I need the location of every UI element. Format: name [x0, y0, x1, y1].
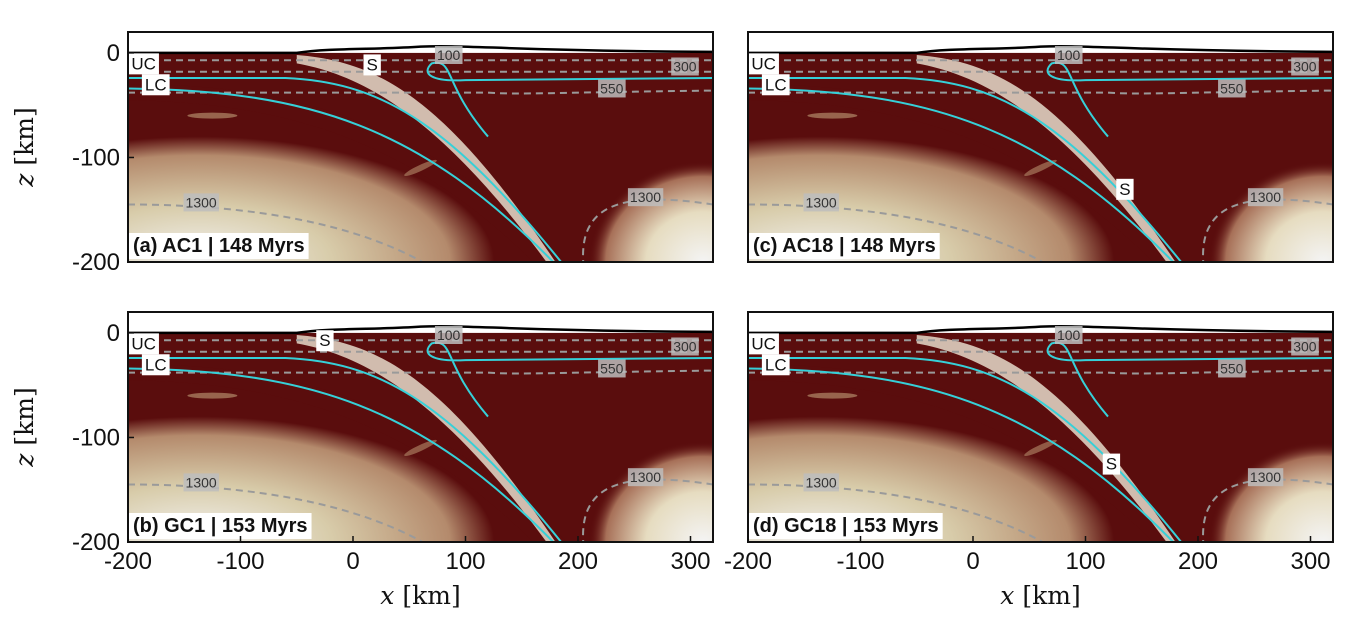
- label-lower-crust: LC: [145, 75, 167, 94]
- subducting-slab: [128, 364, 567, 542]
- x-tick-label: 0: [966, 548, 979, 575]
- label-sediment: S: [319, 331, 330, 350]
- hot-mantle-right: [1141, 374, 1333, 542]
- x-tick-label: 100: [445, 548, 485, 575]
- isotherm-label-550: 550: [600, 80, 624, 96]
- interface-lower: [748, 87, 1174, 262]
- x-tick-label: -200: [724, 548, 772, 575]
- interface-upper: [748, 77, 1182, 262]
- panel-c: 100 300 550 1300 1300 UC LC S (c) AC18 | 148 Myr…: [747, 31, 1334, 263]
- panel-title-a: (a) AC1 | 148 Myrs: [133, 235, 305, 257]
- isotherm-label-300: 300: [673, 339, 697, 355]
- y-tick-label: -100: [72, 424, 120, 451]
- interface-wedge: [1046, 61, 1333, 138]
- x-tick-label: 0: [346, 548, 359, 575]
- x-tick-label: 100: [1065, 548, 1105, 575]
- panel-frame: [747, 311, 1334, 543]
- subducting-slab: [128, 84, 567, 262]
- subducting-slab: [748, 364, 1187, 542]
- x-axis-label: x [km]: [1000, 581, 1080, 610]
- isotherm-label-300: 300: [673, 59, 697, 75]
- isotherm-label-1300-left: 1300: [806, 194, 837, 210]
- isotherm-label-1300-right: 1300: [630, 189, 661, 205]
- interface-wedge: [426, 61, 713, 138]
- x-tick-label: -200: [104, 548, 152, 575]
- x-tick-label: 200: [558, 548, 598, 575]
- hot-mantle-right: [521, 374, 713, 542]
- x-tick-label: -100: [216, 548, 264, 575]
- x-tick-label: 300: [670, 548, 710, 575]
- panel-frame: [747, 31, 1334, 263]
- label-lower-crust: LC: [765, 355, 787, 374]
- panel-b: 100 300 550 1300 1300 UC LC S (b) GC1 | 153 Myrs…: [10, 311, 714, 610]
- isotherm-label-1300-left: 1300: [186, 194, 217, 210]
- label-upper-crust: UC: [751, 334, 776, 353]
- surface-topography: [128, 324, 713, 335]
- interface-lower: [748, 367, 1174, 542]
- x-tick-label: 200: [1178, 548, 1218, 575]
- panel-title-d: (d) GC18 | 153 Myrs: [753, 515, 939, 537]
- y-tick-label: -200: [72, 529, 120, 556]
- panel-a: 100 300 550 1300 1300 UC LC S (a) AC1 | 148 Myrs…: [10, 31, 714, 276]
- isotherm-label-1300-right: 1300: [1250, 189, 1281, 205]
- y-tick-label: 0: [107, 320, 120, 347]
- interface-lower: [128, 87, 554, 262]
- label-lower-crust: LC: [765, 75, 787, 94]
- hot-mantle-left: [748, 94, 1142, 262]
- hot-mantle-left: [128, 374, 522, 542]
- y-axis-label: z [km]: [10, 107, 39, 187]
- isotherm-label-550: 550: [600, 360, 624, 376]
- isotherm-label-1300-left: 1300: [186, 474, 217, 490]
- x-axis-label: x [km]: [380, 581, 460, 610]
- isotherm-label-100: 100: [1057, 327, 1081, 343]
- x-tick-label: 300: [1290, 548, 1330, 575]
- isotherm-label-550: 550: [1220, 80, 1244, 96]
- interface-wedge: [426, 341, 713, 418]
- x-tick-label: -100: [836, 548, 884, 575]
- isotherm-1300-left: [748, 203, 1045, 262]
- y-tick-label: -100: [72, 144, 120, 171]
- surface-topography: [748, 324, 1333, 335]
- isotherm-label-550: 550: [1220, 360, 1244, 376]
- hot-mantle-right: [521, 94, 713, 262]
- y-tick-label: 0: [107, 40, 120, 67]
- interface-wedge: [1046, 341, 1333, 418]
- isotherm-label-1300-right: 1300: [1250, 469, 1281, 485]
- interface-upper: [128, 77, 562, 262]
- surface-topography: [128, 44, 713, 55]
- isotherm-label-300: 300: [1293, 339, 1317, 355]
- hot-mantle-left: [128, 94, 522, 262]
- label-upper-crust: UC: [751, 54, 776, 73]
- isotherm-label-100: 100: [437, 327, 461, 343]
- y-axis-label: z [km]: [10, 387, 39, 467]
- interface-lower: [128, 367, 554, 542]
- isotherm-label-100: 100: [437, 47, 461, 63]
- label-sediment: S: [1119, 180, 1130, 199]
- isotherm-1300-left: [128, 483, 425, 542]
- surface-topography: [748, 44, 1333, 55]
- panel-d: 100 300 550 1300 1300 UC LC S (d) GC18 | 153 Myr…: [724, 311, 1334, 610]
- label-sediment: S: [367, 55, 378, 74]
- interface-upper: [128, 357, 562, 542]
- isotherm-1300-left: [748, 483, 1045, 542]
- hot-mantle-left: [748, 374, 1142, 542]
- panel-frame: [127, 31, 714, 263]
- interface-upper: [748, 357, 1182, 542]
- label-upper-crust: UC: [131, 334, 156, 353]
- label-upper-crust: UC: [131, 54, 156, 73]
- label-lower-crust: LC: [145, 355, 167, 374]
- hot-mantle-right: [1141, 94, 1333, 262]
- subducting-slab: [748, 84, 1187, 262]
- panel-title-c: (c) AC18 | 148 Myrs: [753, 235, 936, 257]
- y-tick-label: -200: [72, 249, 120, 276]
- isotherm-label-100: 100: [1057, 47, 1081, 63]
- isotherm-label-1300-left: 1300: [806, 474, 837, 490]
- panel-frame: [127, 311, 714, 543]
- isotherm-label-300: 300: [1293, 59, 1317, 75]
- isotherm-1300-left: [128, 203, 425, 262]
- panel-title-b: (b) GC1 | 153 Myrs: [133, 515, 308, 537]
- label-sediment: S: [1106, 455, 1117, 474]
- isotherm-label-1300-right: 1300: [630, 469, 661, 485]
